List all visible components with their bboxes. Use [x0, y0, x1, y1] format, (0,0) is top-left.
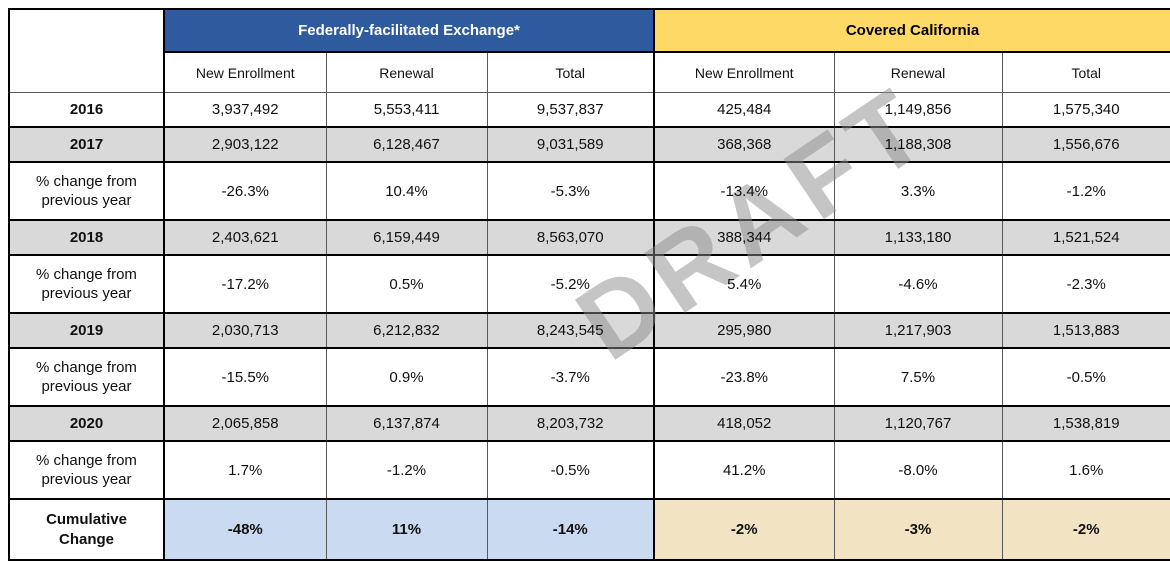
subheader-ffe-total: Total	[486, 51, 655, 93]
subheader-ffe-renewal: Renewal	[325, 51, 488, 93]
value-cell: -3%	[833, 498, 1003, 561]
value-cell: 8,563,070	[486, 219, 655, 256]
value-cell: -14%	[486, 498, 655, 561]
report-page: Federally-facilitated Exchange* Covered …	[8, 8, 1170, 561]
pct-change-row: % change from previous year -17.2% 0.5% -5.…	[8, 254, 1170, 314]
value-cell: -0.5%	[486, 440, 655, 500]
row-label-cell: Cumulative Change	[8, 498, 165, 561]
pct-change-row: % change from previous year -26.3% 10.4% -5…	[8, 161, 1170, 221]
row-label-cell: 2016	[8, 92, 165, 128]
value-cell: -4.6%	[833, 254, 1003, 314]
year-row-2020: 2020 2,065,858 6,137,874 8,203,732 418,052 1,…	[8, 405, 1170, 442]
year-row-2019: 2019 2,030,713 6,212,832 8,243,545 295,980 1,…	[8, 312, 1170, 349]
value-cell: 2,903,122	[163, 126, 327, 163]
row-label-cell: % change from previous year	[8, 440, 165, 500]
value-cell: 2,065,858	[163, 405, 327, 442]
value-cell: 3,937,492	[163, 92, 327, 128]
value-cell: -2%	[1001, 498, 1170, 561]
value-cell: 5,553,411	[325, 92, 488, 128]
value-cell: -5.3%	[486, 161, 655, 221]
value-cell: 388,344	[653, 219, 835, 256]
value-cell: 7.5%	[833, 347, 1003, 407]
value-cell: 9,031,589	[486, 126, 655, 163]
value-cell: 6,128,467	[325, 126, 488, 163]
group-header-row: Federally-facilitated Exchange* Covered …	[8, 8, 1170, 93]
value-cell: 10.4%	[325, 161, 488, 221]
value-cell: -1.2%	[325, 440, 488, 500]
ffe-group-header-label: Federally-facilitated Exchange*	[298, 22, 520, 39]
value-cell: -2%	[653, 498, 835, 561]
value-cell: 1,556,676	[1001, 126, 1170, 163]
value-cell: -8.0%	[833, 440, 1003, 500]
value-cell: -26.3%	[163, 161, 327, 221]
value-cell: 0.9%	[325, 347, 488, 407]
value-cell: 6,137,874	[325, 405, 488, 442]
enrollment-comparison-table: Federally-facilitated Exchange* Covered …	[8, 8, 1170, 561]
value-cell: 41.2%	[653, 440, 835, 500]
value-cell: 1,188,308	[833, 126, 1003, 163]
value-cell: -48%	[163, 498, 327, 561]
value-cell: 418,052	[653, 405, 835, 442]
value-cell: 1,149,856	[833, 92, 1003, 128]
cumulative-change-row: Cumulative Change -48% 11% -14% -2% -3% -2%	[8, 498, 1170, 561]
value-cell: 1.6%	[1001, 440, 1170, 500]
subheader-cc-new-enrollment: New Enrollment	[653, 51, 835, 93]
cc-group-header: Covered California	[652, 8, 1170, 53]
value-cell: 1,120,767	[833, 405, 1003, 442]
value-cell: -2.3%	[1001, 254, 1170, 314]
value-cell: 2,030,713	[163, 312, 327, 349]
cc-group-header-label: Covered California	[845, 22, 980, 39]
year-row-2017: 2017 2,903,122 6,128,467 9,031,589 368,368 1,…	[8, 126, 1170, 163]
value-cell: 1,575,340	[1001, 92, 1170, 128]
value-cell: 1,538,819	[1001, 405, 1170, 442]
value-cell: -1.2%	[1001, 161, 1170, 221]
year-row-2016: 2016 3,937,492 5,553,411 9,537,837 425,484 1,…	[8, 92, 1170, 128]
subheader-ffe-new-enrollment: New Enrollment	[163, 51, 327, 93]
value-cell: 6,159,449	[325, 219, 488, 256]
row-label-cell: % change from previous year	[8, 161, 165, 221]
value-cell: 8,243,545	[486, 312, 655, 349]
value-cell: 1,217,903	[833, 312, 1003, 349]
row-label-cell: 2018	[8, 219, 165, 256]
value-cell: 8,203,732	[486, 405, 655, 442]
value-cell: 6,212,832	[325, 312, 488, 349]
row-label-cell: 2020	[8, 405, 165, 442]
value-cell: 5.4%	[653, 254, 835, 314]
value-cell: 1.7%	[163, 440, 327, 500]
pct-change-row: % change from previous year 1.7% -1.2% -0.5…	[8, 440, 1170, 500]
value-cell: 1,513,883	[1001, 312, 1170, 349]
value-cell: 1,133,180	[833, 219, 1003, 256]
value-cell: 3.3%	[833, 161, 1003, 221]
ffe-group-header: Federally-facilitated Exchange*	[163, 8, 655, 53]
corner-cell	[8, 8, 165, 93]
value-cell: 295,980	[653, 312, 835, 349]
subheader-cc-renewal: Renewal	[833, 51, 1003, 93]
subheader-cc-total: Total	[1001, 51, 1170, 93]
row-label-cell: % change from previous year	[8, 347, 165, 407]
value-cell: 425,484	[653, 92, 835, 128]
year-row-2018: 2018 2,403,621 6,159,449 8,563,070 388,344 1,…	[8, 219, 1170, 256]
pct-change-row: % change from previous year -15.5% 0.9% -3.…	[8, 347, 1170, 407]
row-label-cell: 2017	[8, 126, 165, 163]
value-cell: 0.5%	[325, 254, 488, 314]
value-cell: -17.2%	[163, 254, 327, 314]
value-cell: -3.7%	[486, 347, 655, 407]
value-cell: -13.4%	[653, 161, 835, 221]
table-body: 2016 3,937,492 5,553,411 9,537,837 425,484 1,…	[8, 92, 1170, 561]
value-cell: -0.5%	[1001, 347, 1170, 407]
value-cell: 1,521,524	[1001, 219, 1170, 256]
value-cell: 2,403,621	[163, 219, 327, 256]
value-cell: 11%	[325, 498, 488, 561]
value-cell: -15.5%	[163, 347, 327, 407]
value-cell: 9,537,837	[486, 92, 655, 128]
value-cell: -23.8%	[653, 347, 835, 407]
subheader-row: New Enrollment Renewal Total New Enrollm…	[9, 51, 1170, 93]
row-label-cell: % change from previous year	[8, 254, 165, 314]
value-cell: 368,368	[653, 126, 835, 163]
value-cell: -5.2%	[486, 254, 655, 314]
row-label-cell: 2019	[8, 312, 165, 349]
